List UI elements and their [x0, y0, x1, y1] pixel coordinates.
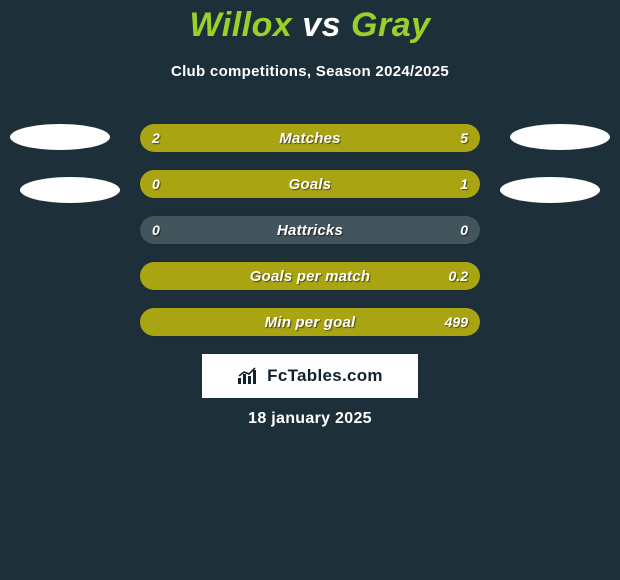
stat-bars: 25Matches 01Goals 00Hattricks 0.2Goals per …	[140, 124, 480, 354]
stat-label: Matches	[140, 124, 480, 152]
date-text: 18 january 2025	[0, 410, 620, 428]
stat-row: 00Hattricks	[140, 216, 480, 244]
stat-label: Goals	[140, 170, 480, 198]
brand-chart-icon	[237, 367, 259, 385]
subtitle: Club competitions, Season 2024/2025	[0, 63, 620, 80]
badge-placeholder-b	[510, 124, 610, 150]
vs-text: vs	[292, 6, 351, 44]
brand-badge: FcTables.com	[202, 354, 418, 398]
stat-label: Goals per match	[140, 262, 480, 290]
stat-row: 25Matches	[140, 124, 480, 152]
player-b-name: Gray	[351, 6, 431, 44]
badge-placeholder-d	[500, 177, 600, 203]
stat-row: 499Min per goal	[140, 308, 480, 336]
stat-label: Min per goal	[140, 308, 480, 336]
stat-label: Hattricks	[140, 216, 480, 244]
stat-row: 0.2Goals per match	[140, 262, 480, 290]
brand-text: FcTables.com	[267, 366, 383, 386]
player-a-name: Willox	[189, 6, 292, 44]
badge-placeholder-a	[10, 124, 110, 150]
badge-placeholder-c	[20, 177, 120, 203]
page-title: Willox vs Gray	[0, 0, 620, 45]
comparison-card: Willox vs Gray Club competitions, Season…	[0, 0, 620, 580]
stat-row: 01Goals	[140, 170, 480, 198]
